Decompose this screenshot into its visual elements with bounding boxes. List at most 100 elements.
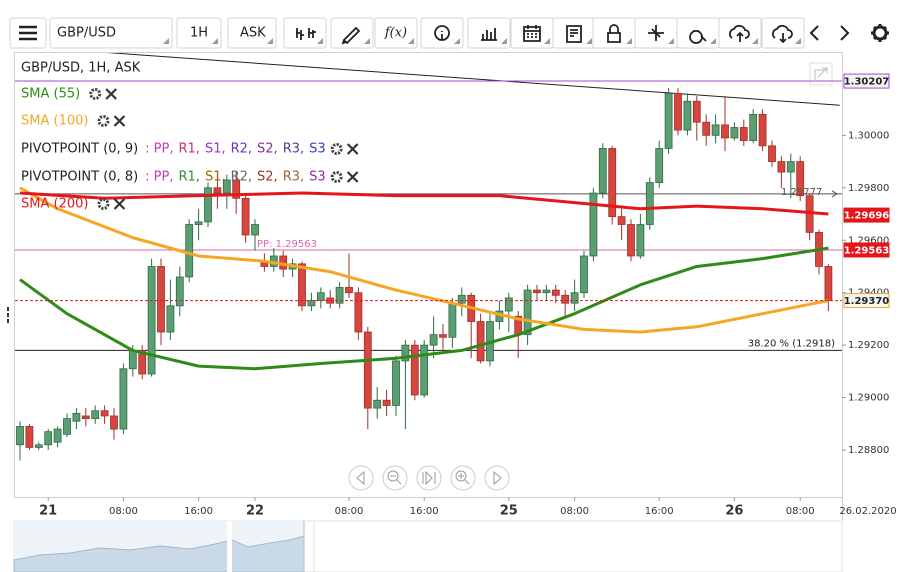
price-box-label: 1.29370 [844, 296, 890, 307]
next-button[interactable] [840, 25, 850, 41]
candle-body [382, 399, 391, 406]
toolbar: GBP/USD 1H ASK f(x) [9, 17, 889, 49]
timeframe-select[interactable] [176, 17, 222, 49]
dropdown-corner [544, 38, 550, 44]
legend-pivot-item: : PP, [145, 142, 173, 157]
legend-pivot-item: S2, [257, 142, 278, 157]
settings-icon[interactable] [330, 171, 343, 183]
candle-body [420, 344, 429, 396]
candle-body [739, 127, 748, 141]
scroll-left-button[interactable] [348, 465, 374, 491]
prev-button[interactable] [809, 25, 819, 41]
legend-pivot-item: S1, [205, 142, 226, 157]
candle-body [768, 145, 776, 162]
dropdown-corner [454, 38, 460, 44]
legend-pivot-item: R2, [231, 142, 252, 157]
candle-body [589, 192, 598, 257]
toolbar-icon [689, 30, 707, 44]
legend-pivot-item: R3, [283, 170, 304, 185]
candle-body [429, 334, 438, 346]
price-box [843, 242, 890, 258]
candle-body [796, 161, 805, 197]
x-tick-label: 16:00 [184, 506, 213, 517]
toolbar-icon [648, 25, 664, 41]
candle-body [392, 360, 400, 406]
legend-pivot-item: : PP, [145, 170, 173, 185]
candle-body [570, 292, 579, 304]
settings-icon[interactable] [89, 88, 102, 100]
candle-body [16, 426, 24, 446]
x-tick-label: 08:00 [109, 506, 138, 517]
x-tick-label: 08:00 [560, 506, 589, 517]
y-tick-label: 1.29000 [848, 393, 889, 404]
price-type-text: ASK [240, 26, 266, 41]
navigator-gap [227, 521, 232, 572]
remove-icon[interactable] [346, 171, 359, 183]
date-label: 26.02.2020 [839, 506, 896, 517]
plot-area [14, 52, 843, 498]
settings-icon[interactable] [97, 115, 110, 127]
candle-body [664, 92, 673, 149]
candle-body [504, 297, 513, 312]
level-label: 38.20 % (1.2918) [748, 338, 835, 349]
candle-body [251, 224, 259, 236]
candle-body [655, 148, 664, 183]
symbol-select[interactable] [49, 17, 173, 49]
remove-icon[interactable] [113, 198, 126, 210]
candle-body [439, 334, 447, 338]
candle-body [410, 344, 419, 396]
dropdown-corner [626, 38, 632, 44]
candle-body [758, 113, 767, 147]
candle-body [580, 255, 588, 294]
legend-pivot-item: R2, [231, 170, 252, 185]
toolbar-button[interactable] [283, 17, 327, 49]
sma-line [19, 186, 829, 334]
icon [422, 470, 436, 486]
candle-body [730, 127, 739, 139]
remove-icon[interactable] [346, 143, 359, 155]
remove-icon[interactable] [113, 115, 126, 127]
candle-body [335, 287, 344, 304]
dropdown-corner [364, 38, 370, 44]
zoom-in-button[interactable] [450, 465, 476, 491]
price-box-label: 1.29696 [844, 211, 890, 222]
candle-body [307, 300, 316, 307]
settings-button[interactable] [871, 24, 889, 42]
settings-icon[interactable] [97, 198, 110, 210]
price-box [843, 73, 890, 89]
zoom-out-button[interactable] [382, 465, 408, 491]
toolbar-icon [523, 25, 541, 42]
x-tick-label: 22 [246, 504, 264, 519]
remove-icon[interactable] [105, 88, 117, 100]
settings-icon[interactable] [330, 143, 343, 155]
candle-body [100, 410, 109, 417]
scroll-right-button[interactable] [484, 465, 510, 491]
price-box-label: 1.30207 [844, 77, 890, 88]
candle-body [645, 182, 654, 225]
toolbar-button[interactable] [374, 17, 418, 49]
plot [15, 53, 842, 461]
candle-body [232, 179, 241, 199]
candle-body [824, 266, 833, 301]
dropdown-corner [212, 38, 218, 44]
popout-icon [814, 67, 828, 80]
icon [455, 470, 467, 482]
candle-body [345, 287, 353, 294]
toolbar-icon [566, 25, 582, 43]
reset-button[interactable] [416, 465, 442, 491]
candle-body [128, 349, 137, 370]
candle-body [222, 179, 231, 194]
toolbar-button[interactable] [467, 17, 511, 49]
toolbar-icon [729, 24, 750, 42]
menu-icon [19, 25, 37, 41]
price-type-select[interactable] [227, 17, 277, 49]
candle-body [354, 292, 363, 333]
candle-body [147, 266, 156, 375]
candle-body [523, 289, 532, 336]
toolbar-button[interactable] [420, 17, 464, 49]
candle-body [749, 113, 758, 141]
dropdown-corner [267, 38, 273, 44]
y-tick-label: 1.28800 [848, 445, 889, 456]
candle-body [542, 289, 551, 294]
candle-body [194, 221, 203, 225]
